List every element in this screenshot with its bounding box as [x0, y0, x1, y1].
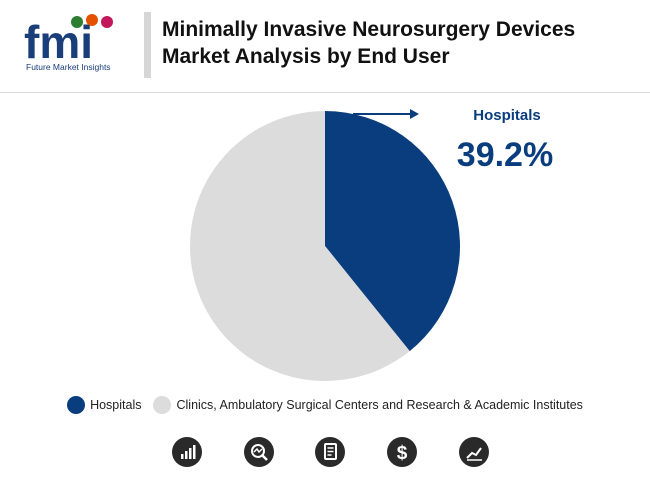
pie-slice-other	[189, 111, 410, 381]
header-rule	[0, 92, 650, 93]
callout-arrow-icon	[410, 109, 419, 119]
legend-swatch-hospitals	[67, 396, 86, 414]
fmi-logo: fmi	[22, 14, 134, 78]
header-divider	[144, 12, 151, 78]
bottom-icon-row: $	[0, 437, 650, 469]
dollar-icon: $	[387, 437, 417, 467]
title-line-2: Market Analysis by End User	[162, 45, 450, 68]
legend-item-hospitals: Hospitals	[67, 396, 141, 414]
header: fmi Future Market Insights Minimally Inv…	[0, 0, 650, 92]
bar-chart-icon	[172, 437, 202, 467]
legend-item-other: Clinics, Ambulatory Surgical Centers and…	[153, 396, 583, 414]
report-document-icon	[315, 437, 345, 467]
legend-swatch-other	[153, 396, 172, 414]
pie-chart: Hospitals 39.2%	[189, 107, 553, 381]
logo-subtitle: Future Market Insights	[26, 62, 111, 72]
pie-slices	[189, 111, 460, 381]
chart-legend: Hospitals Clinics, Ambulatory Surgical C…	[0, 396, 650, 414]
title-line-1: Minimally Invasive Neurosurgery Devices	[162, 18, 576, 41]
legend-label-hospitals: Hospitals	[90, 398, 142, 412]
line-chart-icon	[459, 437, 489, 467]
callout-label: Hospitals	[473, 107, 541, 124]
legend-label-other: Clinics, Ambulatory Surgical Centers and…	[176, 398, 583, 412]
page-title: Minimally Invasive Neurosurgery Devices …	[162, 16, 575, 70]
search-analytics-icon	[244, 437, 274, 467]
pie-slice-hospitals	[325, 111, 460, 352]
callout-value: 39.2%	[457, 136, 553, 174]
svg-text:$: $	[397, 443, 408, 464]
